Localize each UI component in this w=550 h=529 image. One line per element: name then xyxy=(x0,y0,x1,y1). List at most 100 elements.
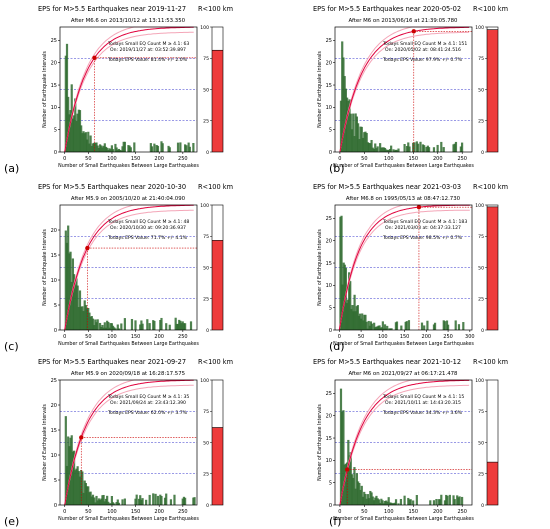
gauge-tick-label: 100 xyxy=(200,203,209,209)
histogram-bar xyxy=(182,323,186,330)
histogram-bar xyxy=(70,281,73,330)
histogram-bar xyxy=(459,146,462,152)
histogram-bar xyxy=(448,494,451,505)
histogram-bar xyxy=(176,323,180,330)
histogram-bar xyxy=(102,494,105,505)
gauge-tick-label: 75 xyxy=(478,56,484,62)
histogram-bar xyxy=(122,141,125,152)
histogram-bar xyxy=(95,142,98,152)
histogram-bar xyxy=(415,141,418,152)
histogram-bar xyxy=(354,488,357,505)
gauge-tick-label: 0 xyxy=(481,150,484,156)
histogram-bar xyxy=(83,480,86,505)
histogram-bar xyxy=(355,473,358,505)
x-axis-label: Number of Small Earthquakes Between Larg… xyxy=(333,516,474,522)
histogram-bar xyxy=(176,142,180,152)
histogram-bar xyxy=(376,498,379,505)
histogram-bar xyxy=(71,118,75,152)
histogram-bar xyxy=(156,495,160,505)
histogram-bar xyxy=(446,495,449,505)
x-tick-label: 100 xyxy=(384,509,394,515)
histogram-bar xyxy=(373,322,376,330)
histogram-bar xyxy=(160,141,163,152)
x-tick-label: 100 xyxy=(378,334,388,340)
histogram-bar xyxy=(365,498,368,505)
histogram-bar xyxy=(365,132,368,152)
histogram-bar xyxy=(346,97,349,152)
y-axis-label: Number of Earthquake Intervals xyxy=(317,404,323,481)
histogram-bar xyxy=(115,147,118,152)
histogram-bar xyxy=(381,147,384,152)
x-tick-label: 150 xyxy=(409,156,419,162)
histogram-bar xyxy=(387,149,390,152)
chart-title: EPS for M>5.5 Earthquakes near 2020-05-0… xyxy=(313,5,461,13)
gauge-tick-label: 100 xyxy=(200,378,209,384)
eps-annotation: Todays EPS Value: 81.4% +/- 2.0% xyxy=(107,57,188,63)
histogram-bar xyxy=(188,146,191,152)
histogram-bar xyxy=(454,320,457,330)
histogram-bar xyxy=(89,316,92,330)
x-tick-label: 200 xyxy=(422,334,432,340)
histogram-bar xyxy=(94,319,97,330)
histogram-bar xyxy=(137,498,141,505)
histogram-bar xyxy=(107,501,110,505)
histogram-bar xyxy=(93,325,96,330)
histogram-bar xyxy=(116,499,119,505)
histogram-bar xyxy=(84,483,88,505)
count-annotation: Todays Small EQ Count M ≥ 4.1: 183 xyxy=(382,219,467,225)
histogram-bar xyxy=(426,145,429,152)
date-annotation: On: 2021/10/11 at: 14:43:20.315 xyxy=(385,400,461,406)
histogram-bar xyxy=(116,149,119,152)
current-count-marker xyxy=(345,467,350,472)
plot-frame xyxy=(334,26,473,153)
histogram-bar xyxy=(106,147,109,152)
histogram-bar xyxy=(382,503,385,505)
chart-subtitle: After M5.9 on 2005/10/20 at 21:40:04.090 xyxy=(71,196,186,202)
histogram-bar xyxy=(110,323,113,330)
y-tick-label: 20 xyxy=(51,403,57,409)
histogram-bar xyxy=(111,149,115,152)
histogram-bar xyxy=(340,215,343,330)
histogram-bar xyxy=(397,148,400,152)
y-tick-label: 0 xyxy=(54,150,57,156)
histogram-bar xyxy=(91,143,95,152)
histogram-bar xyxy=(69,251,72,330)
histogram-bar xyxy=(348,455,351,505)
chart-subtitle: After M6 on 2013/06/16 at 21:39:05.780 xyxy=(348,18,458,24)
x-tick-label: 100 xyxy=(107,509,117,515)
histogram-bar xyxy=(165,323,168,330)
histogram-bar xyxy=(100,498,103,505)
histogram-bar xyxy=(344,267,347,330)
y-tick-label: 25 xyxy=(326,216,332,222)
histogram-bar xyxy=(353,467,356,505)
eps-annotation: Todays EPS Value: 71.7% +/- 4.1% xyxy=(107,235,188,241)
gauge-tick-label: 100 xyxy=(475,203,484,209)
gauge-tick-label: 75 xyxy=(478,234,484,240)
chart-panel: EPS for M>5.5 Earthquakes near 2020-05-0… xyxy=(313,5,508,175)
y-tick-label: 5 xyxy=(329,305,332,311)
chart-panel: EPS for M>5.5 Earthquakes near 2021-03-0… xyxy=(313,183,508,353)
histogram-bar xyxy=(91,318,95,330)
x-tick-label: 50 xyxy=(358,334,364,340)
gauge-tick-label: 75 xyxy=(203,56,209,62)
histogram-bar xyxy=(83,300,86,330)
gauge-tick-label: 0 xyxy=(206,503,209,509)
date-annotation: On: 2020/10/30 at: 09:20:36.937 xyxy=(110,225,186,231)
histogram-bar xyxy=(129,147,132,152)
y-tick-label: 0 xyxy=(329,503,332,509)
histogram-bar xyxy=(148,494,151,505)
radius-label: R<100 km xyxy=(473,358,508,366)
histogram-bar xyxy=(357,123,360,152)
histogram-bar xyxy=(82,492,85,505)
histogram-bar xyxy=(390,145,393,152)
histogram-bar xyxy=(433,322,437,330)
y-tick-label: 0 xyxy=(54,503,57,509)
histogram-bar xyxy=(375,148,378,152)
histogram-bar xyxy=(90,316,93,330)
histogram-bar xyxy=(341,41,344,152)
histogram-bar xyxy=(100,145,103,152)
x-tick-label: 150 xyxy=(409,509,419,515)
histogram-bar xyxy=(87,486,90,505)
histogram-bar xyxy=(372,148,376,152)
histogram-bar xyxy=(184,144,187,152)
